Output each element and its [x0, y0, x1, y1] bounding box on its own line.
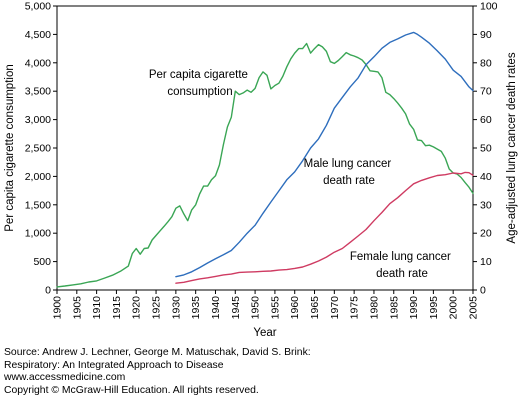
right-tick-label: 90 — [480, 29, 492, 41]
source-url: www.accessmedicine.com — [4, 372, 126, 384]
right-tick-label: 20 — [480, 228, 492, 240]
x-tick-label: 1960 — [289, 296, 301, 320]
x-tick-label: 1940 — [210, 296, 222, 320]
annotation-female-line1: Female lung cancer — [350, 251, 451, 263]
x-tick-label: 1945 — [230, 296, 242, 320]
right-tick-label: 0 — [480, 285, 486, 297]
x-tick-label: 1935 — [190, 296, 202, 320]
left-tick-label: 5,000 — [25, 1, 51, 13]
x-tick-label: 1985 — [388, 296, 400, 320]
right-tick-label: 30 — [480, 199, 492, 211]
x-tick-label: 1905 — [71, 296, 83, 320]
x-tick-label: 2000 — [448, 296, 460, 320]
x-tick-label: 1970 — [329, 296, 341, 320]
left-tick-label: 3,000 — [25, 114, 51, 126]
x-tick-label: 1995 — [428, 296, 440, 320]
annotation-consumption-line1: Per capita cigarette — [149, 69, 248, 81]
left-axis-title: Per capita cigarette consumption — [4, 64, 16, 231]
source-line: Source: Andrew J. Lechner, George M. Mat… — [4, 347, 311, 358]
x-axis-title: Year — [253, 327, 276, 339]
series-line-2 — [175, 171, 474, 284]
annotation-male-line1: Male lung cancer — [304, 158, 392, 170]
right-tick-label: 100 — [480, 1, 498, 13]
x-tick-label: 1965 — [309, 296, 321, 320]
axis-ticks: 05001,0001,5002,0002,5003,0003,5004,0004… — [25, 1, 498, 320]
series-layer — [56, 31, 474, 288]
left-tick-label: 4,500 — [25, 29, 51, 41]
left-tick-label: 1,500 — [25, 199, 51, 211]
right-tick-label: 60 — [480, 114, 492, 126]
left-tick-label: 500 — [33, 256, 51, 268]
x-tick-label: 1955 — [269, 296, 281, 320]
x-tick-label: 1910 — [91, 296, 103, 320]
series-line-1 — [175, 31, 474, 278]
source-note: Source: Andrew J. Lechner, George M. Mat… — [4, 347, 311, 397]
left-tick-label: 3,500 — [25, 86, 51, 98]
left-tick-label: 4,000 — [25, 57, 51, 69]
x-tick-label: 1915 — [111, 296, 123, 320]
copyright-line: Copyright © McGraw-Hill Education. All r… — [4, 384, 259, 396]
annotation-male: Male lung cancer death rate — [304, 158, 395, 187]
x-tick-label: 1930 — [170, 296, 182, 320]
source-line: Respiratory: An Integrated Approach to D… — [4, 359, 224, 371]
left-tick-label: 2,500 — [25, 143, 51, 155]
x-tick-label: 1925 — [151, 296, 163, 320]
left-tick-label: 0 — [45, 285, 51, 297]
x-tick-label: 1990 — [408, 296, 420, 320]
left-tick-label: 2,000 — [25, 171, 51, 183]
x-tick-label: 1975 — [349, 296, 361, 320]
right-tick-label: 50 — [480, 143, 492, 155]
annotation-consumption-line2: consumption — [167, 86, 232, 98]
right-tick-label: 40 — [480, 171, 492, 183]
annotation-consumption: Per capita cigarette consumption — [149, 69, 251, 98]
x-tick-label: 1980 — [368, 296, 380, 320]
annotation-female: Female lung cancer death rate — [350, 251, 454, 280]
series-line-0 — [56, 42, 474, 288]
x-tick-label: 1950 — [250, 296, 262, 320]
right-axis-title: Age-adjusted lung cancer death rates — [506, 52, 518, 243]
line-chart: 05001,0001,5002,0002,5003,0003,5004,0004… — [4, 1, 518, 340]
x-tick-label: 2005 — [468, 296, 480, 320]
left-tick-label: 1,000 — [25, 228, 51, 240]
x-tick-label: 1900 — [52, 296, 64, 320]
right-tick-label: 10 — [480, 256, 492, 268]
x-tick-label: 1920 — [131, 296, 143, 320]
annotation-female-line2: death rate — [376, 268, 428, 280]
right-tick-label: 70 — [480, 86, 492, 98]
right-tick-label: 80 — [480, 57, 492, 69]
annotation-male-line2: death rate — [323, 175, 375, 187]
plot-frame — [56, 5, 474, 291]
